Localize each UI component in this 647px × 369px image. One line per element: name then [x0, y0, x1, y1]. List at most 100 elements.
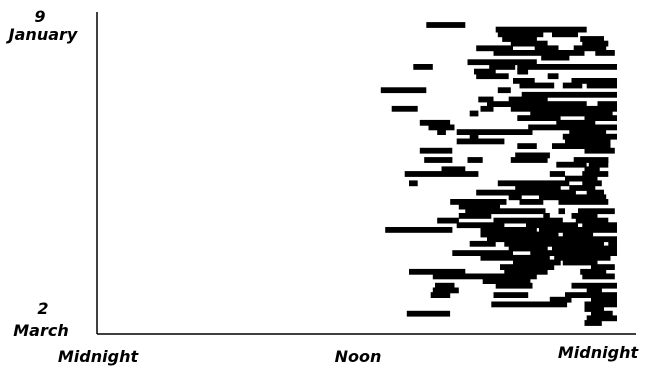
timeline-bar: [409, 180, 418, 187]
timeline-bar: [580, 36, 604, 42]
timeline-bar: [541, 54, 570, 61]
timeline-bar: [441, 166, 466, 173]
timeline-bar: [493, 50, 585, 56]
timeline-bar: [515, 185, 561, 191]
timeline-bar: [513, 259, 561, 266]
timeline-bar: [502, 36, 537, 42]
timeline-bar: [539, 194, 607, 201]
x-tick-label-start: Midnight: [58, 347, 140, 366]
timeline-bar: [526, 222, 578, 229]
timeline-bar: [419, 119, 451, 126]
timeline-bar: [586, 315, 617, 322]
timeline-bar: [467, 157, 483, 163]
timeline-bar: [591, 310, 613, 317]
timeline-bar: [586, 82, 617, 89]
timeline-bar: [458, 213, 492, 219]
timeline-bar: [480, 231, 559, 238]
timeline-bar: [562, 133, 617, 140]
timeline-bar: [534, 45, 559, 52]
timeline-bar: [552, 245, 617, 252]
timeline-bar: [491, 301, 568, 308]
timeline-bar: [456, 222, 505, 229]
timeline-bar: [539, 227, 617, 233]
timeline-bar: [450, 199, 507, 205]
timeline-bar: [549, 171, 565, 177]
timeline-bar: [419, 147, 453, 154]
timeline-bar: [508, 245, 548, 252]
timeline-bar: [478, 96, 494, 103]
timeline-bar: [565, 138, 611, 145]
timeline-bar: [582, 171, 609, 177]
timeline-bar: [385, 227, 453, 233]
timeline-bar: [573, 45, 607, 52]
timeline-bar: [504, 268, 548, 275]
timeline-bar: [430, 292, 451, 298]
timeline-bar: [517, 68, 529, 75]
timeline-bar: [469, 133, 479, 140]
timeline-bar: [591, 264, 615, 270]
timeline-bar: [569, 129, 607, 135]
timeline-bar: [573, 157, 609, 163]
timeline-bar: [493, 292, 529, 298]
timeline-bar: [595, 50, 615, 56]
timeline-bar: [554, 254, 611, 261]
timeline-bar: [465, 208, 546, 215]
timeline-bar: [584, 301, 617, 308]
timeline-bar: [552, 143, 611, 149]
timeline-bar: [406, 310, 451, 317]
timeline-bar: [476, 189, 576, 196]
timeline-bar: [458, 203, 500, 210]
timeline-bar: [569, 185, 596, 191]
timeline-bar: [513, 78, 535, 84]
timeline-bar: [584, 306, 604, 312]
bars-group: [380, 22, 617, 326]
timeline-bar: [435, 282, 455, 289]
timeline-bar: [391, 105, 418, 112]
timeline-bar: [584, 166, 600, 173]
timeline-bar: [562, 82, 583, 89]
timeline-bar: [426, 22, 466, 28]
timeline-bar: [571, 213, 598, 219]
x-tick-label-end: Midnight: [558, 343, 640, 362]
y-label-start-month: January: [6, 25, 78, 44]
timeline-bar: [497, 31, 544, 38]
timeline-bar: [380, 87, 427, 94]
timeline-bar: [495, 282, 533, 289]
timeline-bar: [580, 268, 607, 275]
timeline-bar: [565, 175, 598, 182]
timeline-bar: [487, 236, 617, 243]
timeline-bar: [510, 40, 548, 47]
timeline-bar: [469, 110, 479, 117]
timeline-bar: [476, 73, 509, 80]
x-tick-label-noon: Noon: [335, 347, 382, 366]
timeline-bar: [517, 143, 537, 149]
timeline-bar: [571, 78, 617, 84]
timeline-bar: [591, 296, 617, 303]
timeline-bar: [489, 64, 516, 70]
timeline-bar: [582, 40, 609, 47]
timeline-bar: [497, 87, 511, 94]
timeline-bar: [575, 217, 609, 224]
timeline-bar: [565, 292, 617, 298]
timeline-bar: [552, 31, 578, 38]
timeline-bar: [582, 180, 602, 187]
timeline-bar: [467, 59, 537, 66]
timeline-bar: [521, 91, 617, 98]
timeline-bar: [528, 124, 617, 131]
timeline-bar: [517, 64, 617, 70]
timeline-bar: [487, 101, 587, 107]
timeline-bar: [584, 320, 602, 326]
timeline-bar: [508, 194, 522, 201]
timeline-bar: [480, 105, 494, 112]
timeline-bar: [519, 199, 544, 205]
timeline-bar: [556, 119, 596, 126]
timeline-bar: [597, 101, 617, 107]
timeline-bar: [480, 227, 537, 233]
timeline-bar: [508, 96, 548, 103]
timeline-bar: [530, 250, 617, 256]
timeline-bar: [497, 180, 570, 187]
timeline-bar: [437, 129, 446, 135]
timeline-bar: [558, 199, 609, 205]
timeline-bar: [608, 240, 617, 247]
